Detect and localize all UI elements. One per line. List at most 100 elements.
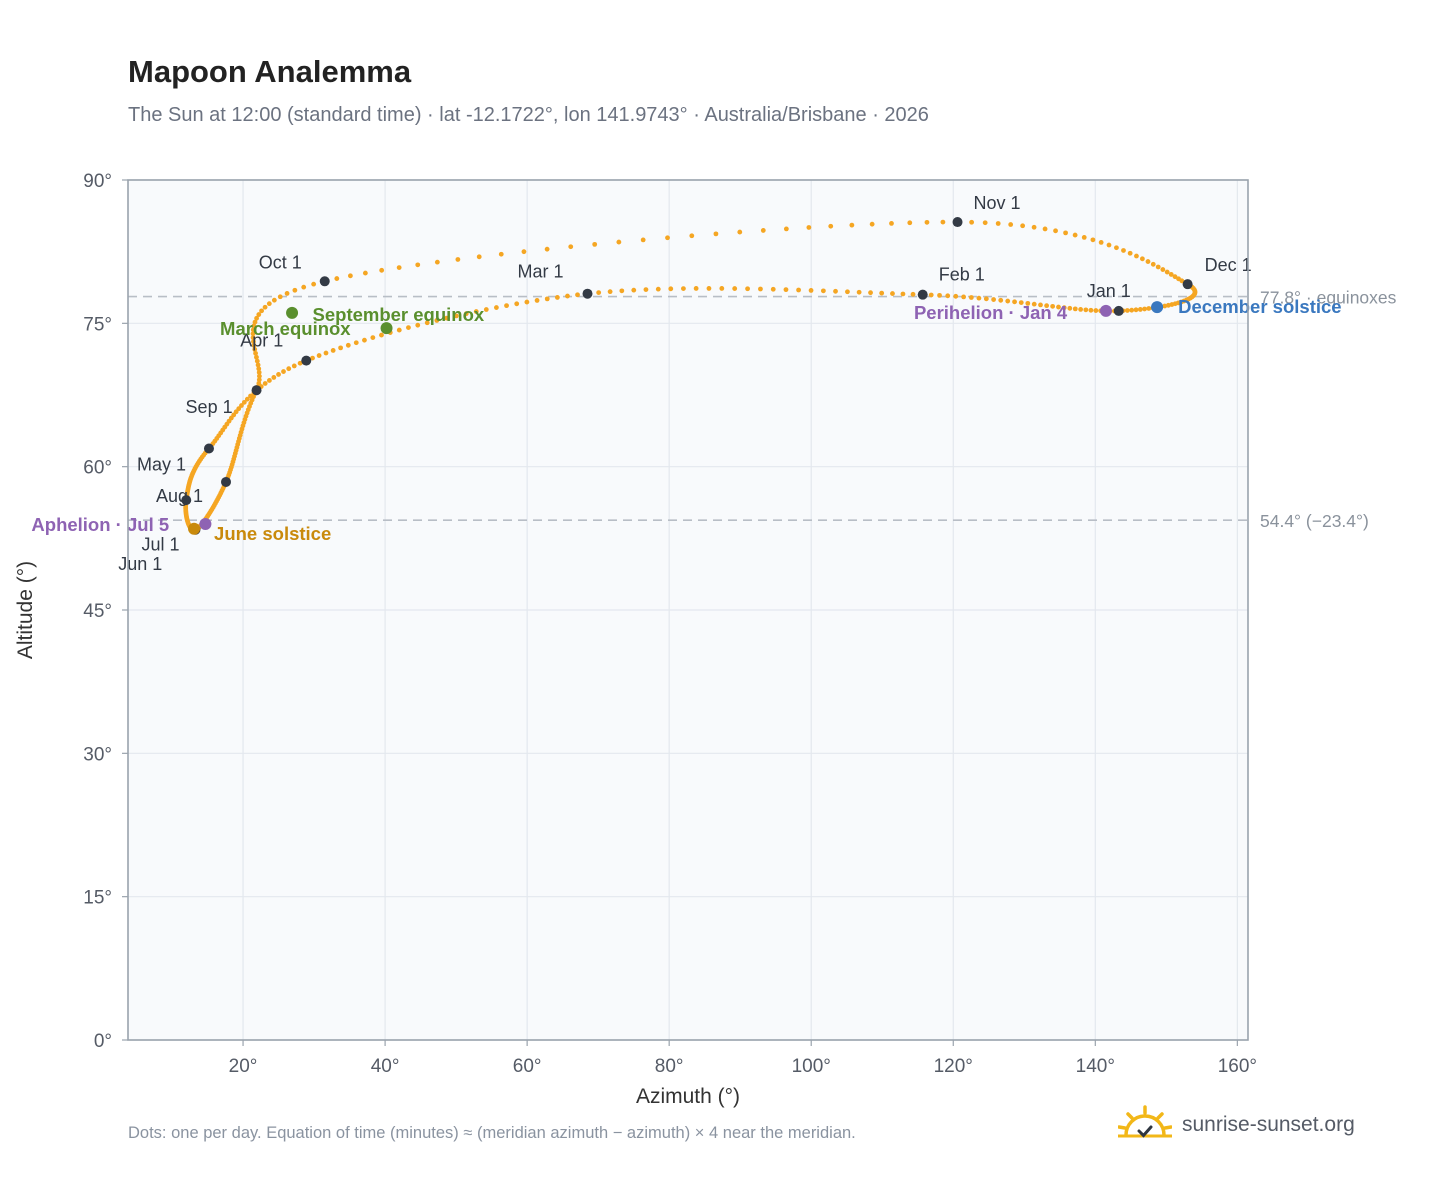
daily-dot	[713, 231, 719, 237]
daily-dot	[783, 226, 789, 232]
daily-dot	[1012, 299, 1017, 305]
y-tick-label: 90°	[83, 171, 112, 192]
month-marker	[319, 276, 330, 287]
daily-dot	[995, 221, 1001, 226]
event-marker	[380, 322, 393, 335]
daily-dot	[1134, 253, 1139, 259]
daily-dot	[820, 288, 826, 294]
daily-dot	[463, 311, 469, 317]
daily-dot	[353, 340, 359, 346]
daily-dot	[1114, 245, 1119, 251]
daily-dot	[504, 303, 509, 309]
daily-dot	[1072, 232, 1078, 238]
daily-dot	[640, 237, 646, 243]
daily-dot	[745, 286, 750, 292]
x-tick-label: 100°	[792, 1056, 831, 1077]
daily-dot	[256, 366, 262, 372]
daily-dot	[251, 339, 256, 344]
daily-dot	[284, 291, 290, 296]
daily-dot	[262, 381, 268, 386]
daily-dot	[1168, 272, 1174, 277]
axes: 20° 40° 60° 80° 100° 120° 140° 160° 0° 15° 30° 45° 6…	[83, 171, 1257, 1077]
daily-dot	[370, 335, 376, 341]
daily-dot	[544, 246, 550, 252]
daily-dot	[907, 220, 913, 226]
daily-dot	[1098, 239, 1104, 245]
daily-dot	[719, 286, 725, 291]
daily-dot	[521, 249, 527, 255]
daily-dot	[415, 322, 421, 328]
daily-dot	[286, 366, 292, 372]
month-marker	[251, 385, 262, 396]
x-tick-label: 20°	[229, 1056, 258, 1077]
daily-dot	[1053, 228, 1058, 234]
daily-dot	[900, 291, 906, 297]
daily-dot	[256, 312, 262, 317]
daily-dot	[575, 292, 580, 298]
event-marker	[286, 306, 299, 319]
daily-dot	[655, 286, 661, 292]
daily-dot	[444, 315, 449, 321]
daily-dot	[783, 287, 789, 293]
daily-dot	[250, 331, 256, 337]
daily-dot	[254, 354, 259, 360]
daily-dot	[483, 307, 489, 312]
y-tick-label: 75°	[83, 314, 112, 335]
daily-dot	[434, 259, 440, 265]
daily-dot	[1164, 269, 1170, 275]
event-marker	[199, 518, 212, 530]
month-marker	[917, 289, 928, 300]
daily-dot	[257, 373, 262, 379]
x-tick-label: 160°	[1218, 1056, 1257, 1077]
y-tick-label: 0°	[94, 1031, 112, 1052]
daily-dot	[924, 219, 930, 225]
daily-dot	[334, 276, 340, 281]
daily-dot	[1133, 307, 1139, 313]
month-marker	[952, 217, 963, 228]
daily-dot	[681, 286, 686, 291]
daily-dot	[758, 286, 763, 292]
daily-dot	[347, 273, 353, 279]
daily-dot	[473, 309, 479, 314]
daily-dot	[706, 286, 712, 291]
daily-dot	[1083, 307, 1089, 313]
daily-dot	[455, 257, 461, 262]
x-tick-label: 60°	[513, 1056, 542, 1077]
month-marker	[1113, 305, 1124, 316]
daily-dot	[869, 221, 875, 227]
daily-dot	[969, 219, 975, 225]
daily-dot	[770, 286, 776, 292]
daily-dot	[1145, 259, 1151, 264]
daily-dot	[251, 323, 257, 329]
month-label: Dec 1	[1205, 255, 1252, 275]
daily-dot	[256, 380, 262, 386]
daily-dot	[940, 219, 946, 225]
chart-title: Mapoon Analemma	[128, 54, 412, 89]
daily-dot	[856, 289, 862, 295]
daily-dot	[262, 304, 268, 310]
event-marker	[1151, 301, 1164, 314]
daily-dot	[928, 292, 934, 298]
x-axis-label: Azimuth (°)	[636, 1085, 740, 1108]
daily-dot	[1008, 222, 1014, 227]
daily-dot	[281, 369, 286, 374]
daily-dot	[737, 229, 743, 235]
daily-dot	[1139, 256, 1145, 262]
daily-dot	[982, 220, 988, 226]
daily-dot	[828, 223, 834, 229]
daily-dot	[1146, 306, 1152, 311]
daily-dot	[254, 358, 260, 364]
daily-dot	[991, 297, 997, 302]
footnote: Dots: one per day. Equation of time (min…	[128, 1124, 856, 1142]
daily-dot	[396, 327, 402, 333]
daily-dot	[253, 350, 258, 356]
daily-dot	[434, 318, 440, 323]
daily-dot	[1081, 234, 1087, 240]
daily-dot	[544, 296, 550, 302]
daily-dot	[241, 399, 247, 405]
daily-dot	[1005, 298, 1011, 304]
daily-dot	[494, 305, 499, 310]
daily-dot	[1067, 305, 1073, 311]
